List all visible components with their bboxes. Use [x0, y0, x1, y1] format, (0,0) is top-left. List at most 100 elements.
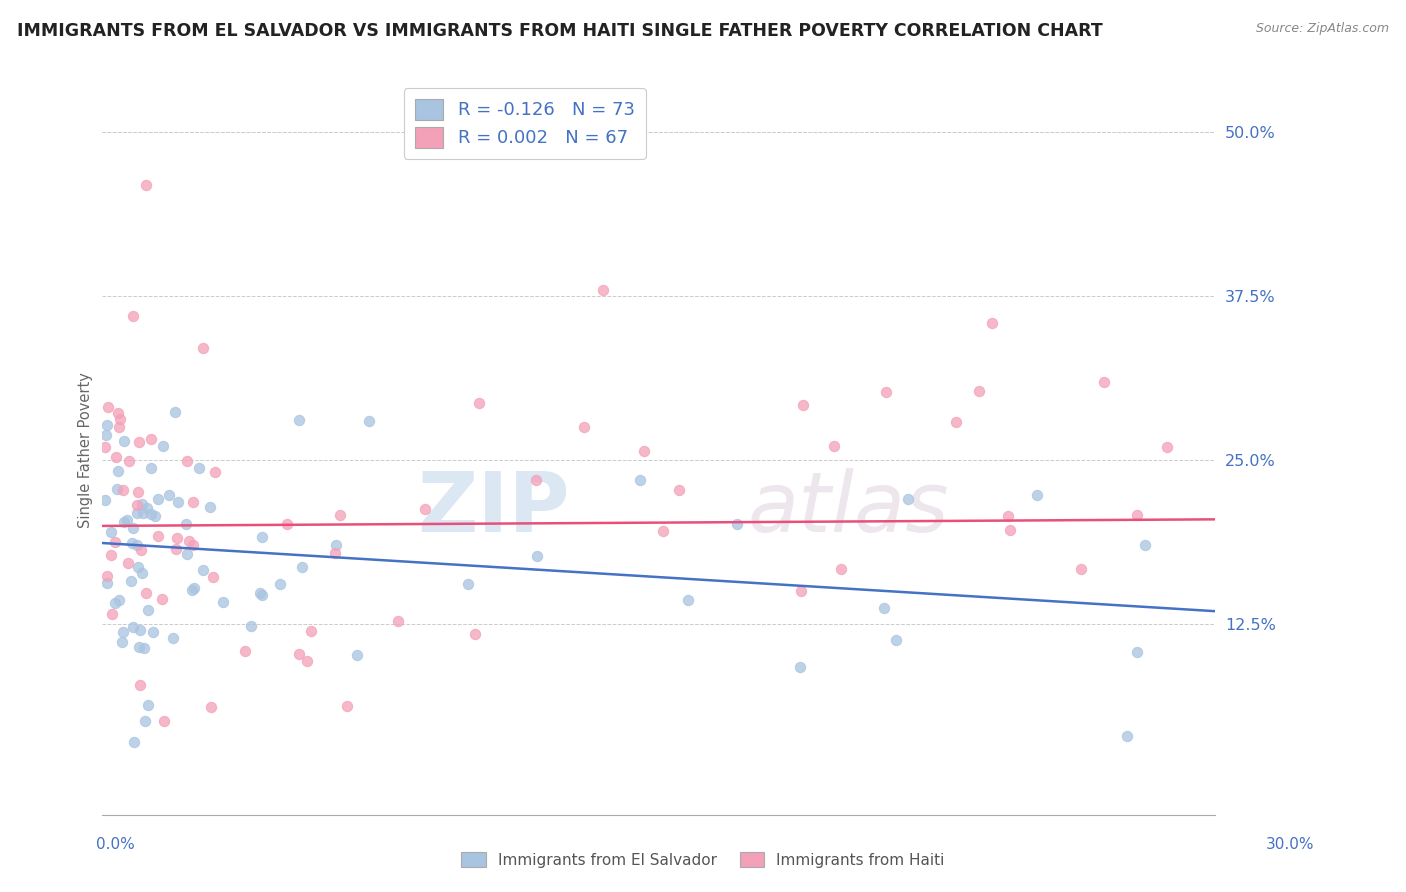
Point: [112, 483, 135, 497]
Point: [165, 405, 187, 419]
Point: [131, 507, 153, 521]
Point: [139, 507, 162, 521]
Point: [129, 623, 152, 637]
Point: [96, 428, 118, 442]
Point: [464, 627, 486, 641]
Text: 30.0%: 30.0%: [1267, 838, 1315, 852]
Point: [96, 418, 118, 433]
Point: [100, 548, 122, 562]
Point: [873, 601, 896, 615]
Point: [191, 564, 214, 578]
Point: [997, 508, 1019, 523]
Point: [129, 678, 152, 692]
Point: [139, 461, 162, 475]
Point: [288, 647, 311, 661]
Point: [1125, 645, 1147, 659]
Point: [235, 644, 257, 658]
Point: [592, 283, 614, 297]
Point: [127, 498, 149, 512]
Point: [162, 631, 184, 645]
Point: [143, 509, 166, 524]
Point: [181, 494, 204, 508]
Text: ZIP: ZIP: [416, 468, 569, 549]
Point: [142, 625, 165, 640]
Point: [457, 577, 479, 591]
Point: [291, 559, 314, 574]
Point: [121, 620, 143, 634]
Point: [176, 516, 198, 531]
Text: Source: ZipAtlas.com: Source: ZipAtlas.com: [1256, 22, 1389, 36]
Point: [884, 633, 907, 648]
Point: [111, 635, 134, 649]
Point: [240, 619, 263, 633]
Point: [105, 482, 128, 496]
Point: [115, 513, 138, 527]
Point: [121, 536, 143, 550]
Point: [875, 385, 897, 400]
Point: [127, 485, 149, 500]
Point: [998, 523, 1021, 537]
Point: [94, 493, 117, 508]
Point: [651, 524, 673, 539]
Point: [129, 543, 152, 558]
Point: [1125, 508, 1147, 523]
Point: [725, 516, 748, 531]
Point: [165, 541, 187, 556]
Point: [166, 494, 188, 508]
Point: [131, 566, 153, 581]
Point: [127, 538, 149, 552]
Point: [150, 591, 173, 606]
Point: [107, 465, 129, 479]
Point: [152, 439, 174, 453]
Point: [153, 714, 176, 729]
Point: [1116, 729, 1139, 743]
Point: [790, 584, 813, 599]
Point: [148, 491, 170, 506]
Point: [250, 531, 273, 545]
Point: [202, 570, 225, 584]
Point: [249, 586, 271, 600]
Point: [131, 497, 153, 511]
Point: [112, 625, 135, 640]
Point: [387, 614, 409, 628]
Text: atlas: atlas: [748, 468, 949, 549]
Point: [100, 524, 122, 539]
Point: [121, 521, 143, 535]
Point: [118, 454, 141, 468]
Point: [135, 178, 157, 192]
Point: [188, 461, 211, 475]
Point: [132, 641, 155, 656]
Point: [467, 396, 489, 410]
Point: [103, 534, 125, 549]
Point: [135, 500, 157, 515]
Point: [104, 450, 127, 464]
Point: [1156, 440, 1178, 454]
Point: [269, 577, 291, 591]
Point: [135, 586, 157, 600]
Point: [104, 596, 127, 610]
Point: [108, 593, 131, 607]
Point: [127, 560, 149, 574]
Point: [180, 582, 202, 597]
Point: [299, 624, 322, 638]
Point: [572, 420, 595, 434]
Point: [1092, 375, 1115, 389]
Point: [121, 309, 143, 323]
Point: [413, 502, 436, 516]
Point: [897, 491, 920, 506]
Point: [678, 592, 700, 607]
Point: [1135, 538, 1157, 552]
Point: [112, 434, 135, 448]
Legend: R = -0.126   N = 73, R = 0.002   N = 67: R = -0.126 N = 73, R = 0.002 N = 67: [404, 88, 645, 159]
Point: [183, 581, 205, 595]
Point: [524, 473, 547, 487]
Point: [200, 500, 222, 515]
Point: [212, 595, 235, 609]
Point: [633, 444, 655, 458]
Point: [200, 700, 222, 714]
Point: [96, 575, 118, 590]
Y-axis label: Single Father Poverty: Single Father Poverty: [79, 373, 93, 528]
Point: [120, 574, 142, 588]
Point: [181, 538, 204, 552]
Text: IMMIGRANTS FROM EL SALVADOR VS IMMIGRANTS FROM HAITI SINGLE FATHER POVERTY CORRE: IMMIGRANTS FROM EL SALVADOR VS IMMIGRANT…: [17, 22, 1102, 40]
